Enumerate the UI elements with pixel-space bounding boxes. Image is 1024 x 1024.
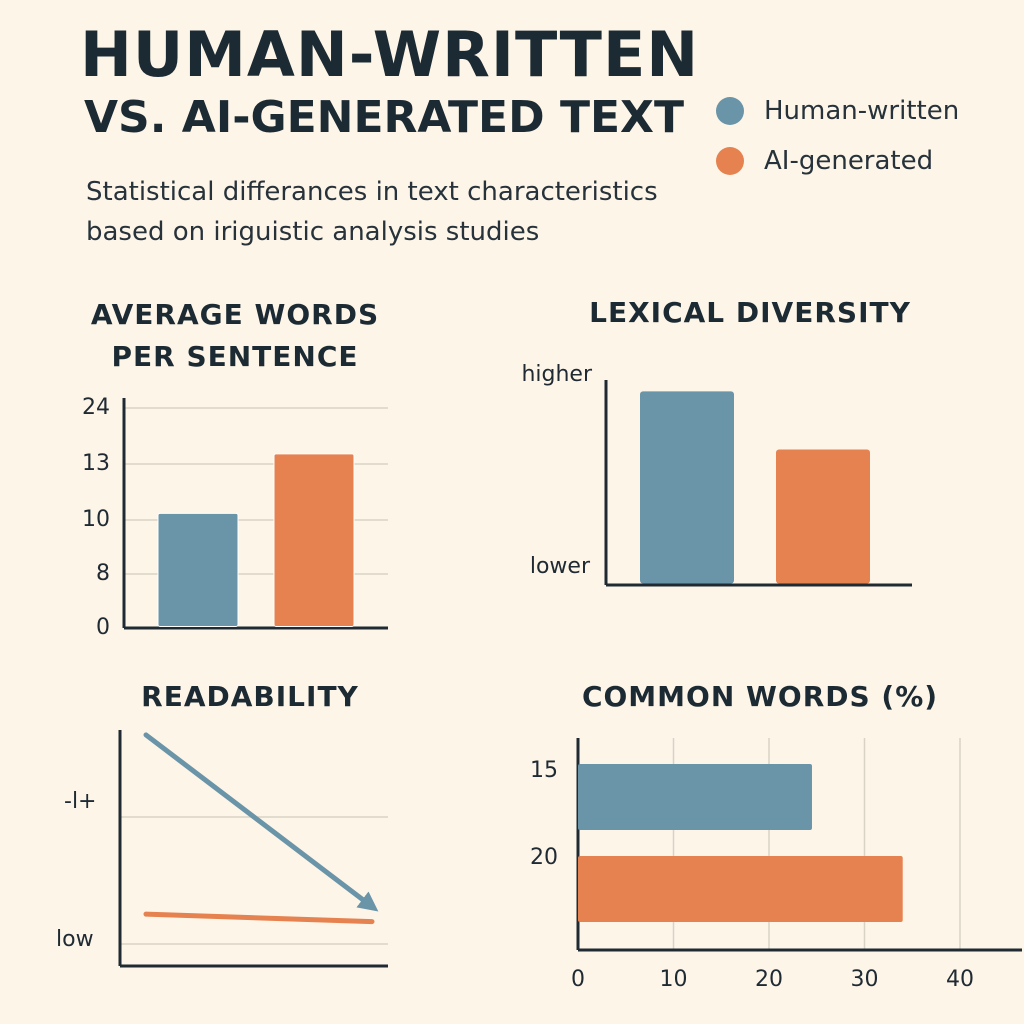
panel-title-common-words: COMMON WORDS (%) — [581, 680, 939, 713]
panel-title-lexical-diversity: LEXICAL DIVERSITY — [589, 296, 911, 329]
legend-swatch-ai — [716, 147, 744, 175]
bar-human — [640, 391, 734, 584]
legend-label-ai: AI-generated — [764, 146, 934, 176]
category-label: 15 — [530, 758, 558, 783]
legend: Human-written AI-generated — [716, 86, 959, 186]
y-tick-label: 10 — [82, 507, 110, 532]
panel-title-readability: READABILITY — [141, 680, 359, 713]
y-tick-label-mid: -l+ — [64, 789, 96, 814]
title-line-2: VS. AI-GENERATED TEXT — [84, 92, 684, 143]
x-tick-label: 10 — [660, 967, 688, 992]
legend-label-human: Human-written — [764, 96, 960, 126]
line-human — [143, 732, 379, 912]
x-tick-label: 20 — [755, 967, 783, 992]
bar-human — [578, 764, 812, 830]
legend-swatch-human — [716, 97, 744, 125]
category-label: 20 — [530, 845, 558, 870]
x-tick-label: 40 — [946, 967, 974, 992]
x-tick-label: 30 — [851, 967, 879, 992]
legend-item-human: Human-written — [716, 86, 959, 136]
y-tick-label: 0 — [96, 615, 110, 640]
bar-ai — [273, 453, 355, 628]
panel-title-words-per-sentence: AVERAGE WORDS PER SENTENCE — [90, 298, 380, 373]
bar-ai — [578, 856, 903, 922]
y-tick-label-higher: higher — [521, 362, 592, 387]
y-tick-label: 13 — [82, 451, 110, 476]
y-tick-label-low: low — [56, 927, 94, 952]
y-tick-label-lower: lower — [530, 554, 591, 579]
line-ai — [143, 911, 375, 925]
bar-ai — [776, 449, 870, 584]
subtitle: Statistical differances in text characte… — [86, 177, 658, 247]
title-line-1: HUMAN-WRITTEN — [80, 18, 700, 91]
y-tick-label: 24 — [82, 395, 110, 420]
legend-item-ai: AI-generated — [716, 136, 959, 186]
y-tick-label: 8 — [96, 561, 110, 586]
x-tick-label: 0 — [571, 967, 585, 992]
bar-human — [157, 512, 239, 628]
